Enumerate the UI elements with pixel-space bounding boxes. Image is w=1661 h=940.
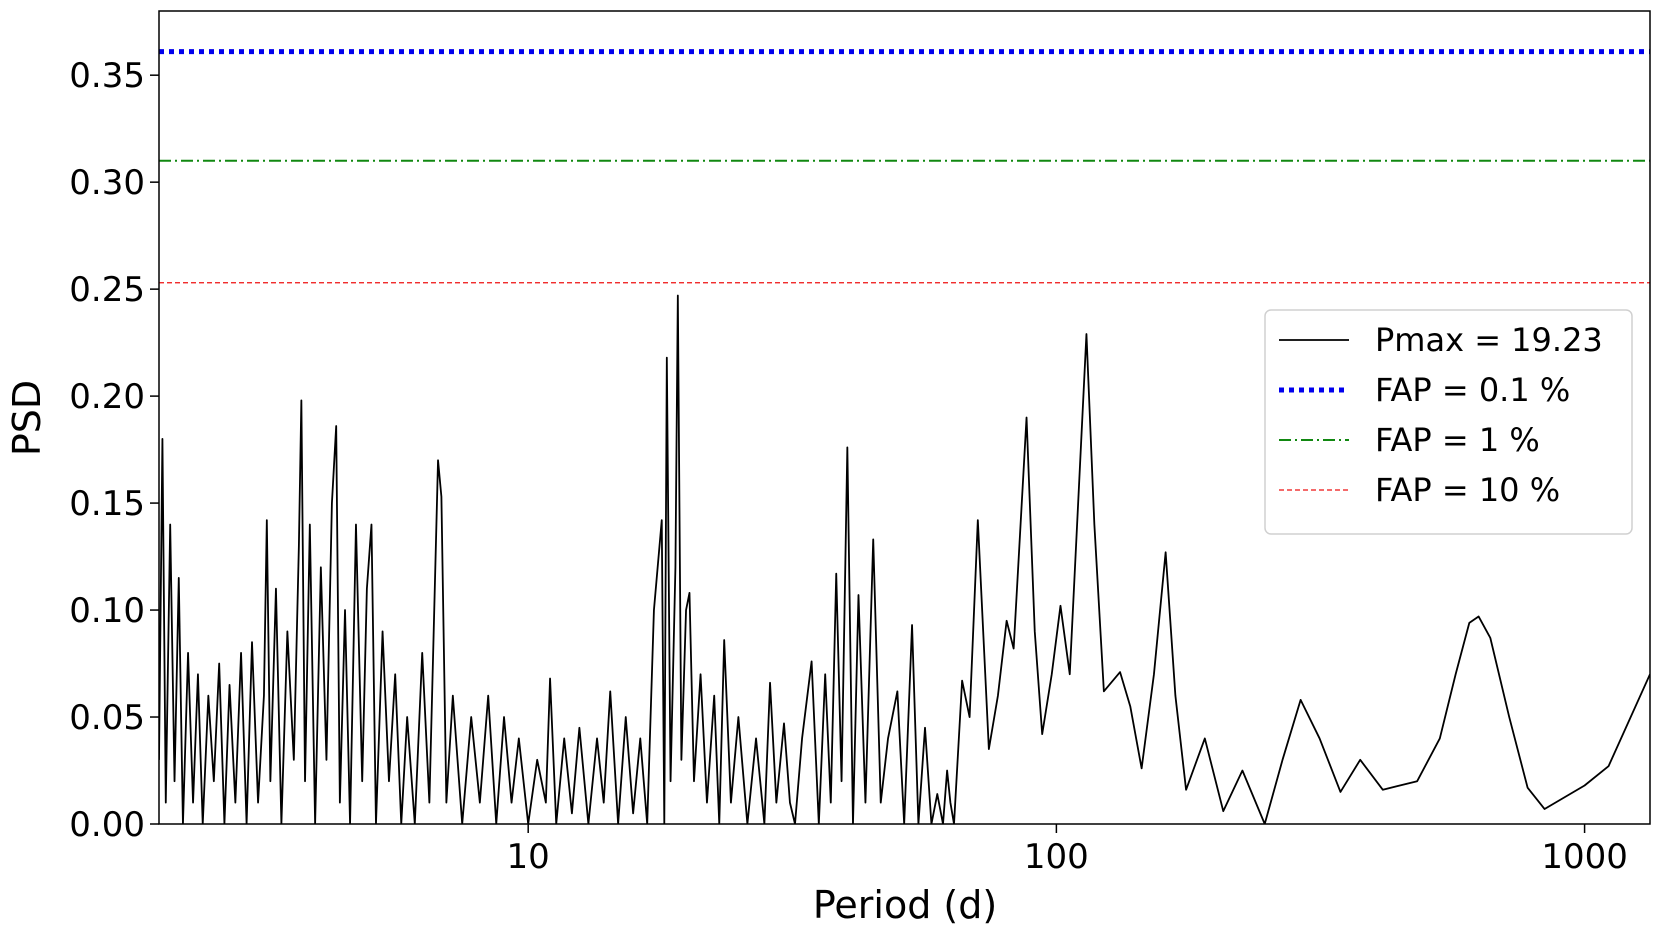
x-tick-label: 100 <box>1024 837 1089 877</box>
data-line <box>159 294 1650 824</box>
y-tick-label: 0.00 <box>69 805 145 845</box>
plot-frame <box>158 10 1651 825</box>
legend-label: FAP = 1 % <box>1375 421 1540 459</box>
legend-label: FAP = 0.1 % <box>1375 371 1570 409</box>
x-axis-label: Period (d) <box>813 883 997 927</box>
legend-label: Pmax = 19.23 <box>1375 321 1603 359</box>
plot-area <box>159 49 1650 824</box>
x-tick-label: 1000 <box>1541 837 1628 877</box>
y-tick-label: 0.10 <box>69 591 145 631</box>
legend-box <box>1264 309 1633 535</box>
y-tick-label: 0.25 <box>69 270 145 310</box>
y-tick-label: 0.30 <box>69 163 145 203</box>
x-tick-label: 10 <box>507 837 550 877</box>
y-tick-label: 0.15 <box>69 484 145 524</box>
legend-label: FAP = 10 % <box>1375 471 1560 509</box>
y-tick-label: 0.05 <box>69 698 145 738</box>
y-axis-label: PSD <box>5 380 49 456</box>
y-tick-label: 0.35 <box>69 56 145 96</box>
y-tick-label: 0.20 <box>69 377 145 417</box>
